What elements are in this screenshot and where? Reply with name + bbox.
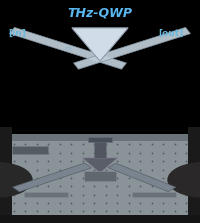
Circle shape [168,163,200,197]
Bar [88,137,112,142]
Text: THz-QWP: THz-QWP [68,6,132,19]
Polygon shape [108,163,176,192]
Circle shape [0,163,32,197]
Polygon shape [13,163,91,192]
Bar [24,192,68,197]
Bar [94,140,106,158]
Bar [84,171,116,181]
Bar [0,127,12,223]
Bar [12,146,48,154]
Bar [132,192,176,197]
Bar [8,134,192,142]
Text: m: m [65,46,71,52]
Polygon shape [72,28,128,61]
Polygon shape [72,28,128,61]
Text: [out]: [out] [158,29,183,38]
Bar [188,127,200,223]
Polygon shape [10,27,126,69]
Bar [8,134,192,215]
Polygon shape [82,158,118,173]
Polygon shape [74,27,190,69]
Bar [0,215,200,223]
Text: [in]: [in] [8,29,26,38]
